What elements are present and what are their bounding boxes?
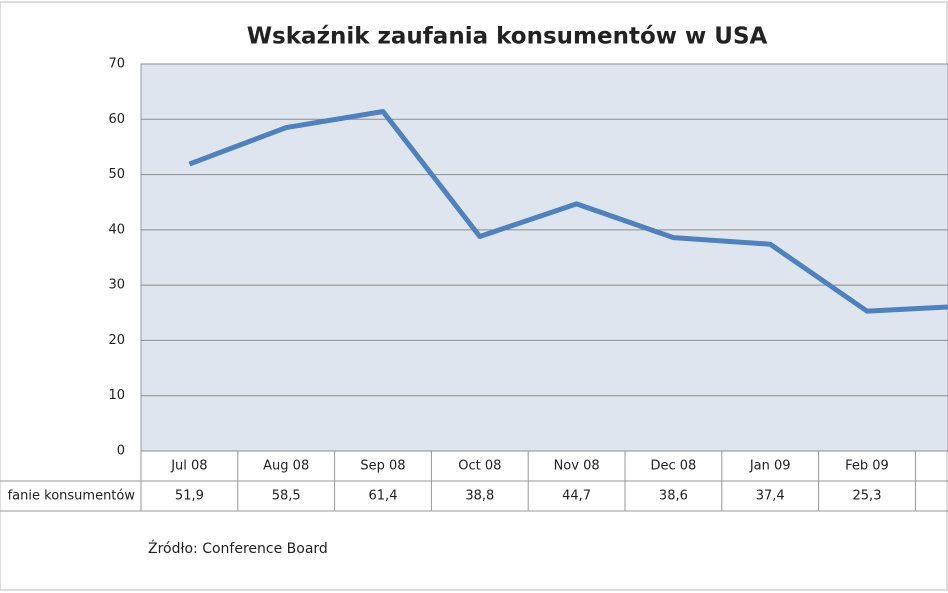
y-tick-label: 60 — [108, 112, 125, 127]
data-label: 38,8 — [465, 489, 494, 504]
data-label: 37,4 — [756, 489, 785, 504]
x-tick-label: Aug 08 — [263, 459, 309, 474]
y-tick-label: 40 — [108, 222, 125, 237]
y-tick-label: 20 — [108, 333, 125, 348]
legend-label: fanie konsumentów — [8, 489, 136, 504]
data-label: 38,6 — [659, 489, 688, 504]
data-label: 51,9 — [175, 489, 204, 504]
data-label: 44,7 — [562, 489, 591, 504]
source: Źródło: Conference Board — [148, 539, 328, 557]
x-tick-label: Sep 08 — [360, 459, 405, 474]
x-tick-label: Dec 08 — [650, 459, 696, 474]
data-label: 61,4 — [369, 489, 398, 504]
plot-area — [140, 63, 948, 452]
data-label: 25,3 — [853, 489, 882, 504]
chart-title: Wskaźnik zaufania konsumentów w USA — [247, 24, 768, 50]
x-tick-label: Nov 08 — [554, 459, 600, 474]
x-tick-label: Oct 08 — [458, 459, 501, 474]
x-tick-label: Jan 09 — [749, 459, 791, 474]
y-tick-label: 50 — [108, 167, 125, 182]
y-tick-label: 10 — [108, 388, 125, 403]
data-label: 58,5 — [272, 489, 301, 504]
y-tick-label: 30 — [108, 278, 125, 293]
y-tick-label: 70 — [108, 57, 125, 72]
x-tick-label: Feb 09 — [845, 459, 889, 474]
y-tick-label: 0 — [117, 444, 125, 459]
x-tick-label: Jul 08 — [170, 459, 207, 474]
line-series — [188, 109, 948, 314]
